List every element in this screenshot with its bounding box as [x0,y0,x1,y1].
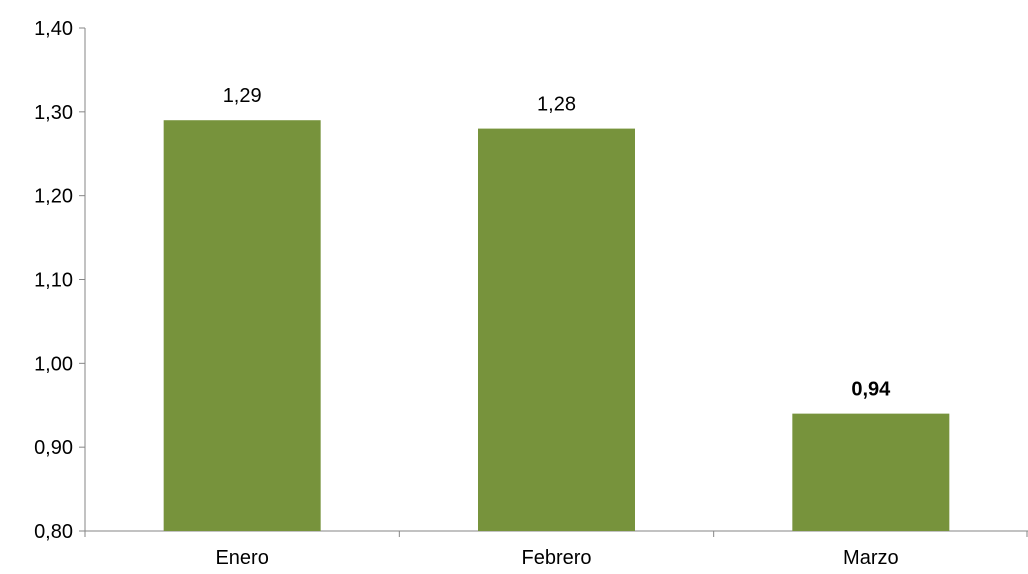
y-axis: 0,80 0,90 1,00 1,10 1,20 1,30 1,40 [34,18,86,543]
bar-series [163,120,950,531]
y-tick-label: 1,30 [34,102,73,124]
data-label: 1,28 [537,94,576,116]
x-tick-label: Febrero [521,547,591,569]
bar-enero [163,120,321,531]
bar-febrero [478,128,635,531]
y-tick-label: 0,80 [34,521,73,543]
y-tick-label: 1,00 [34,353,73,375]
x-tick-label: Marzo [843,547,899,569]
x-axis: Enero Febrero Marzo [84,530,1028,569]
y-tick-label: 1,40 [34,18,73,40]
data-labels: 1,29 1,28 0,94 [223,85,891,400]
y-tick-label: 1,10 [34,270,73,292]
data-label: 0,94 [851,379,891,401]
data-label: 1,29 [223,85,262,107]
y-tick-label: 0,90 [34,437,73,459]
x-tick-label: Enero [215,547,268,569]
bar-marzo [792,413,950,531]
y-tick-label: 1,20 [34,186,73,208]
